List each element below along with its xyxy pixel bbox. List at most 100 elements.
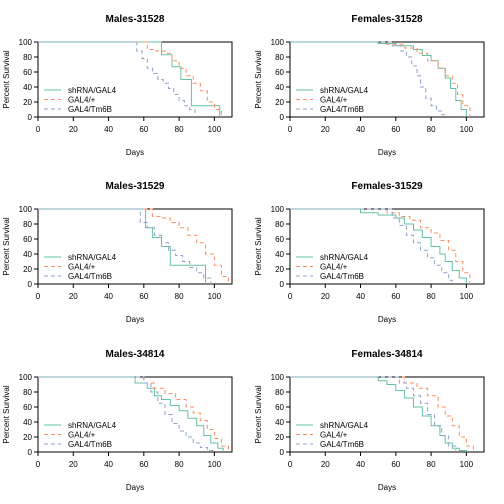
series-line-gal4-tm6b bbox=[38, 208, 212, 284]
x-tick-label: 40 bbox=[104, 125, 113, 134]
y-tick-label: 20 bbox=[23, 433, 32, 442]
y-tick-label: 40 bbox=[23, 250, 32, 259]
y-tick-label: 60 bbox=[23, 403, 32, 412]
y-tick-label: 20 bbox=[275, 98, 284, 107]
y-tick-label: 80 bbox=[23, 220, 32, 229]
x-tick-label: 80 bbox=[427, 125, 436, 134]
x-tick-label: 20 bbox=[69, 292, 78, 301]
y-tick-label: 60 bbox=[275, 68, 284, 77]
y-tick-label: 40 bbox=[275, 418, 284, 427]
y-tick-label: 0 bbox=[28, 448, 33, 457]
x-tick-label: 0 bbox=[288, 292, 293, 301]
legend-entry: GAL4/+ bbox=[320, 263, 348, 272]
x-tick-label: 0 bbox=[36, 292, 41, 301]
x-tick-label: 0 bbox=[36, 125, 41, 134]
legend-entry: GAL4/+ bbox=[320, 96, 348, 105]
chart-title: Females-31529 bbox=[351, 181, 423, 192]
chart-title: Females-31528 bbox=[351, 14, 423, 25]
y-tick-label: 40 bbox=[275, 250, 284, 259]
series-line-shrna-gal4 bbox=[38, 41, 221, 117]
series-line-gal4-plus bbox=[290, 376, 474, 452]
y-tick-label: 0 bbox=[280, 113, 285, 122]
y-axis-label: Percent Survival bbox=[254, 217, 263, 275]
y-tick-label: 60 bbox=[275, 235, 284, 244]
panel-2: Males-31529 0 20 40 60 80 100 0 20 40 60 80 100 Days P… bbox=[2, 181, 233, 324]
chart-title: Females-34814 bbox=[351, 349, 423, 360]
y-tick-label: 40 bbox=[23, 83, 32, 92]
y-tick-label: 0 bbox=[280, 280, 285, 289]
panel-5: Females-34814 0 20 40 60 80 100 0 20 40 60 80 100 Day… bbox=[254, 349, 485, 492]
series-line-shrna-gal4 bbox=[290, 208, 467, 284]
y-tick-label: 100 bbox=[271, 373, 285, 382]
y-tick-label: 20 bbox=[23, 265, 32, 274]
series-line-gal4-tm6b bbox=[290, 208, 453, 284]
legend-entry: GAL4/Tm6B bbox=[320, 105, 364, 114]
x-tick-label: 60 bbox=[139, 292, 148, 301]
series-line-gal4-tm6b bbox=[290, 41, 446, 117]
series-line-gal4-plus bbox=[38, 41, 222, 117]
x-tick-label: 80 bbox=[175, 460, 184, 469]
series-line-shrna-gal4 bbox=[38, 208, 206, 284]
y-tick-label: 40 bbox=[275, 83, 284, 92]
x-tick-label: 100 bbox=[460, 125, 474, 134]
y-tick-label: 0 bbox=[28, 280, 33, 289]
x-tick-label: 80 bbox=[427, 460, 436, 469]
y-axis-label: Percent Survival bbox=[2, 385, 11, 443]
series-line-shrna-gal4 bbox=[290, 376, 467, 452]
x-tick-label: 60 bbox=[391, 292, 400, 301]
legend-entry: shRNA/GAL4 bbox=[68, 86, 117, 95]
legend-entry: GAL4/Tm6B bbox=[320, 272, 364, 281]
y-tick-label: 20 bbox=[275, 433, 284, 442]
panel-3: Females-31529 0 20 40 60 80 100 0 20 40 60 80 100 Day… bbox=[254, 181, 485, 324]
panel-0: Males-31528 0 20 40 60 80 100 0 20 40 60 80 100 Days P… bbox=[2, 14, 233, 157]
series-line-gal4-tm6b bbox=[290, 376, 457, 452]
x-tick-label: 0 bbox=[36, 460, 41, 469]
y-tick-label: 0 bbox=[280, 448, 285, 457]
series-line-gal4-plus bbox=[38, 208, 229, 284]
legend-entry: GAL4/+ bbox=[68, 96, 96, 105]
x-tick-label: 80 bbox=[427, 292, 436, 301]
y-axis-label: Percent Survival bbox=[2, 50, 11, 108]
y-tick-label: 60 bbox=[23, 235, 32, 244]
series-line-gal4-plus bbox=[38, 376, 229, 452]
plot-frame bbox=[289, 376, 485, 453]
x-tick-label: 100 bbox=[460, 292, 474, 301]
y-tick-label: 100 bbox=[19, 373, 33, 382]
series-line-gal4-tm6b bbox=[38, 376, 215, 452]
y-tick-label: 40 bbox=[23, 418, 32, 427]
y-axis-label: Percent Survival bbox=[2, 217, 11, 275]
x-tick-label: 20 bbox=[321, 125, 330, 134]
x-tick-label: 100 bbox=[460, 460, 474, 469]
x-tick-label: 20 bbox=[321, 460, 330, 469]
x-tick-label: 100 bbox=[208, 292, 222, 301]
x-axis-label: Days bbox=[378, 148, 396, 157]
legend-entry: GAL4/Tm6B bbox=[68, 440, 112, 449]
x-tick-label: 60 bbox=[139, 125, 148, 134]
x-axis-label: Days bbox=[378, 483, 396, 492]
legend-entry: GAL4/+ bbox=[68, 263, 96, 272]
legend-entry: shRNA/GAL4 bbox=[320, 253, 369, 262]
x-axis-label: Days bbox=[126, 148, 144, 157]
x-tick-label: 0 bbox=[288, 125, 293, 134]
y-tick-label: 0 bbox=[28, 113, 33, 122]
legend-entry: shRNA/GAL4 bbox=[320, 421, 369, 430]
y-axis-label: Percent Survival bbox=[254, 385, 263, 443]
x-tick-label: 100 bbox=[208, 125, 222, 134]
series-line-gal4-plus bbox=[290, 41, 471, 117]
legend-entry: shRNA/GAL4 bbox=[320, 86, 369, 95]
x-tick-label: 40 bbox=[356, 125, 365, 134]
x-axis-label: Days bbox=[378, 315, 396, 324]
x-tick-label: 40 bbox=[104, 292, 113, 301]
plot-frame bbox=[289, 41, 485, 118]
series-line-gal4-plus bbox=[290, 208, 471, 284]
y-axis-label: Percent Survival bbox=[254, 50, 263, 108]
legend-entry: GAL4/+ bbox=[320, 431, 348, 440]
x-tick-label: 40 bbox=[356, 292, 365, 301]
y-tick-label: 80 bbox=[275, 53, 284, 62]
y-tick-label: 100 bbox=[271, 205, 285, 214]
x-tick-label: 60 bbox=[139, 460, 148, 469]
plot-frame bbox=[289, 208, 485, 285]
chart-title: Males-34814 bbox=[106, 349, 165, 360]
y-tick-label: 100 bbox=[19, 38, 33, 47]
